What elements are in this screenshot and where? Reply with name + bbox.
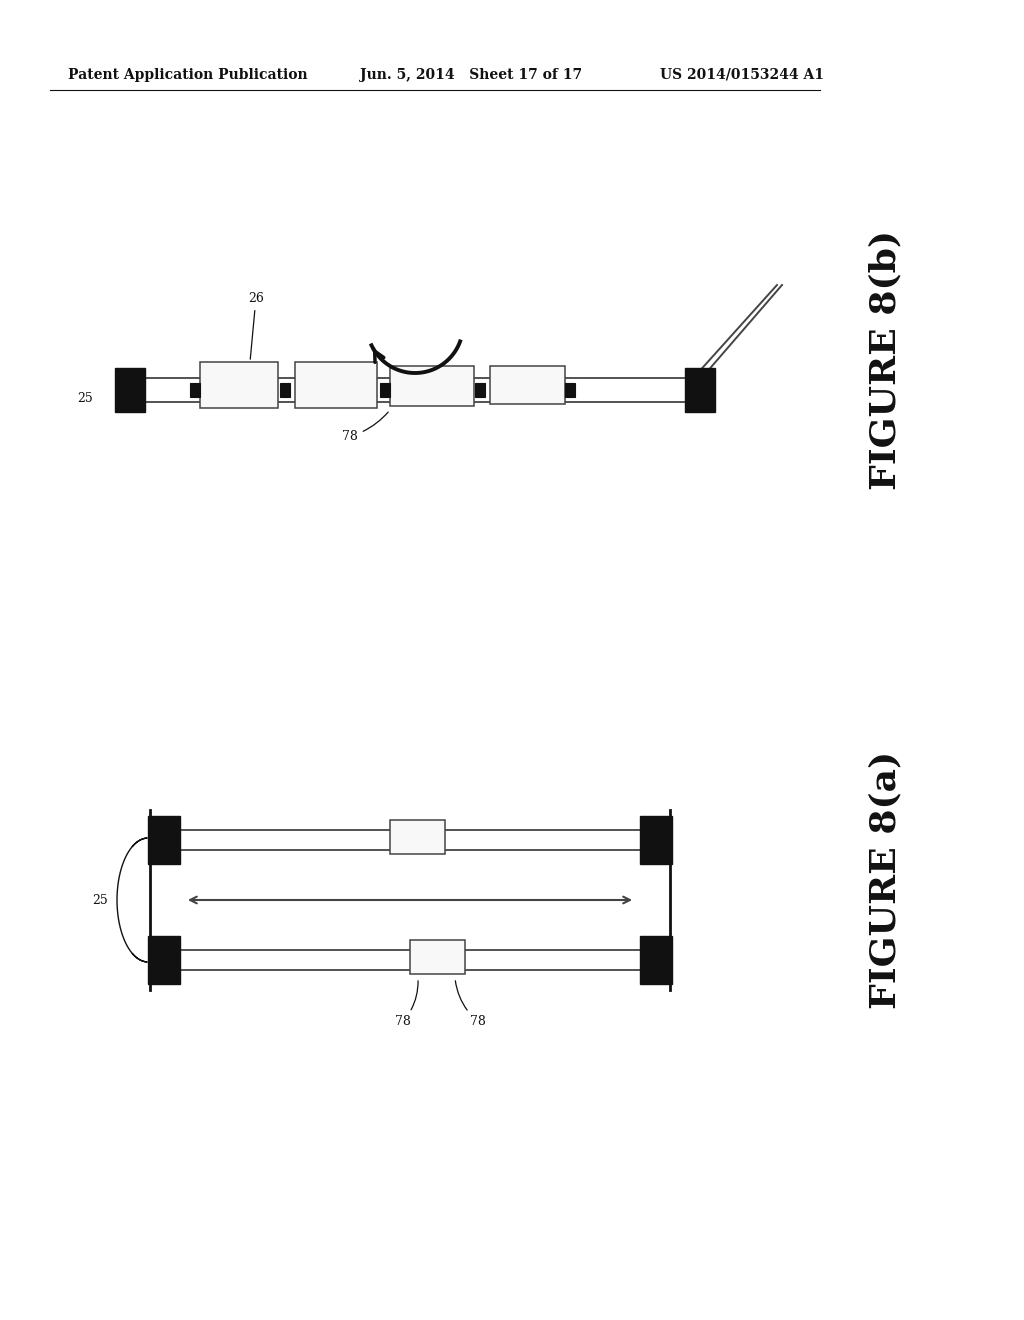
Bar: [390, 366, 474, 407]
Text: 25: 25: [77, 392, 93, 404]
Bar: [410, 940, 465, 974]
Bar: [390, 820, 445, 854]
Text: 26: 26: [248, 292, 264, 359]
Text: Patent Application Publication: Patent Application Publication: [68, 69, 307, 82]
Bar: [565, 383, 575, 397]
Bar: [640, 816, 672, 865]
Bar: [115, 368, 145, 412]
Bar: [490, 366, 565, 404]
Text: FIGURE 8(a): FIGURE 8(a): [868, 751, 902, 1008]
Bar: [148, 936, 180, 983]
Bar: [640, 936, 672, 983]
Bar: [148, 816, 180, 865]
Text: Jun. 5, 2014   Sheet 17 of 17: Jun. 5, 2014 Sheet 17 of 17: [360, 69, 582, 82]
Bar: [685, 368, 715, 412]
Bar: [475, 383, 485, 397]
Text: 78: 78: [456, 981, 485, 1028]
Text: 78: 78: [395, 981, 418, 1028]
Bar: [280, 383, 290, 397]
Text: 78: 78: [342, 412, 388, 444]
Bar: [200, 362, 278, 408]
Bar: [190, 383, 200, 397]
Bar: [295, 362, 377, 408]
Bar: [380, 383, 390, 397]
Text: FIGURE 8(b): FIGURE 8(b): [868, 230, 902, 490]
Text: 25: 25: [92, 894, 108, 907]
Text: US 2014/0153244 A1: US 2014/0153244 A1: [660, 69, 824, 82]
